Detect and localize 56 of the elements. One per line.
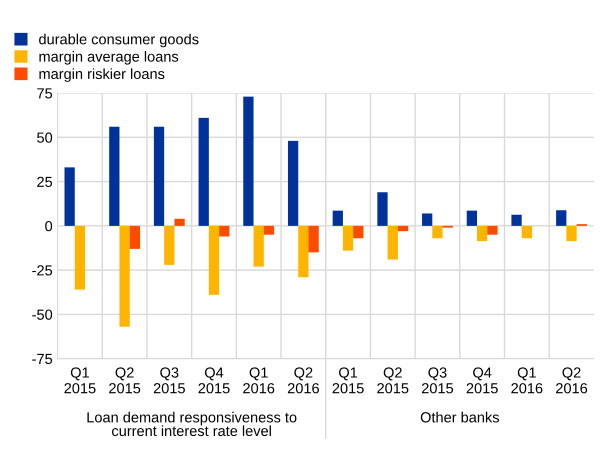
- bar: [208, 226, 220, 295]
- bar: [164, 226, 174, 265]
- bar: [298, 226, 309, 278]
- bar: [388, 226, 398, 260]
- x-tick-label: Q2 2016: [288, 367, 319, 394]
- bar: [264, 226, 274, 235]
- y-tick-label: -50: [32, 309, 52, 320]
- bar: [511, 214, 522, 226]
- bar: [556, 210, 566, 226]
- x-tick-label: Q1 2016: [243, 367, 274, 394]
- bar: [466, 210, 478, 226]
- bar: [198, 118, 209, 226]
- x-tick-label: Q3 2015: [154, 367, 185, 394]
- x-tick-label: Q1 2016: [511, 367, 542, 394]
- bar: [487, 226, 498, 235]
- x-tick-label: Q1 2015: [332, 367, 364, 394]
- text: Loan demand responsiveness to current interest rate level: [87, 412, 296, 436]
- bar: [422, 213, 432, 226]
- bar: [288, 140, 298, 226]
- text: Other banks: [420, 412, 499, 422]
- y-tick-label: -25: [32, 265, 52, 276]
- x-tick-label: Q4 2015: [466, 367, 498, 394]
- bar: [308, 226, 319, 252]
- x-tick-label: Q2 2016: [556, 367, 588, 394]
- x-tick-label: Q2 2015: [377, 367, 408, 394]
- bar: [243, 96, 254, 226]
- bar: [477, 226, 488, 242]
- x-tick-label: Q3 2015: [422, 367, 454, 394]
- bar: [130, 226, 140, 249]
- bar: [64, 167, 75, 226]
- bar: [566, 226, 577, 242]
- bar: [398, 226, 408, 232]
- bar: [342, 226, 354, 251]
- legend-label: durable consumer goods: [39, 34, 198, 48]
- bar: [332, 210, 343, 226]
- x-tick-label: Q2 2015: [109, 367, 140, 394]
- y-tick-label: 25: [37, 176, 52, 188]
- bar: [254, 226, 264, 267]
- legend-label: margin riskier loans: [39, 68, 164, 82]
- y-tick-label: 0: [45, 220, 52, 232]
- bar: [522, 226, 532, 238]
- bar: [174, 218, 185, 226]
- legend-label: margin average loans: [39, 51, 178, 65]
- x-tick-label: Q1 2015: [64, 367, 96, 394]
- bar: [219, 226, 230, 236]
- bar: [109, 126, 120, 226]
- y-tick-label: 75: [37, 88, 52, 98]
- y-tick-label: 50: [37, 132, 52, 143]
- bar: [377, 192, 388, 226]
- y-tick-label: -75: [32, 354, 52, 364]
- bar: [432, 226, 443, 238]
- bar: [74, 226, 86, 290]
- x-tick-label: Q4 2015: [198, 367, 230, 394]
- bar: [353, 226, 364, 238]
- bar: [154, 126, 164, 226]
- bar: [119, 226, 130, 327]
